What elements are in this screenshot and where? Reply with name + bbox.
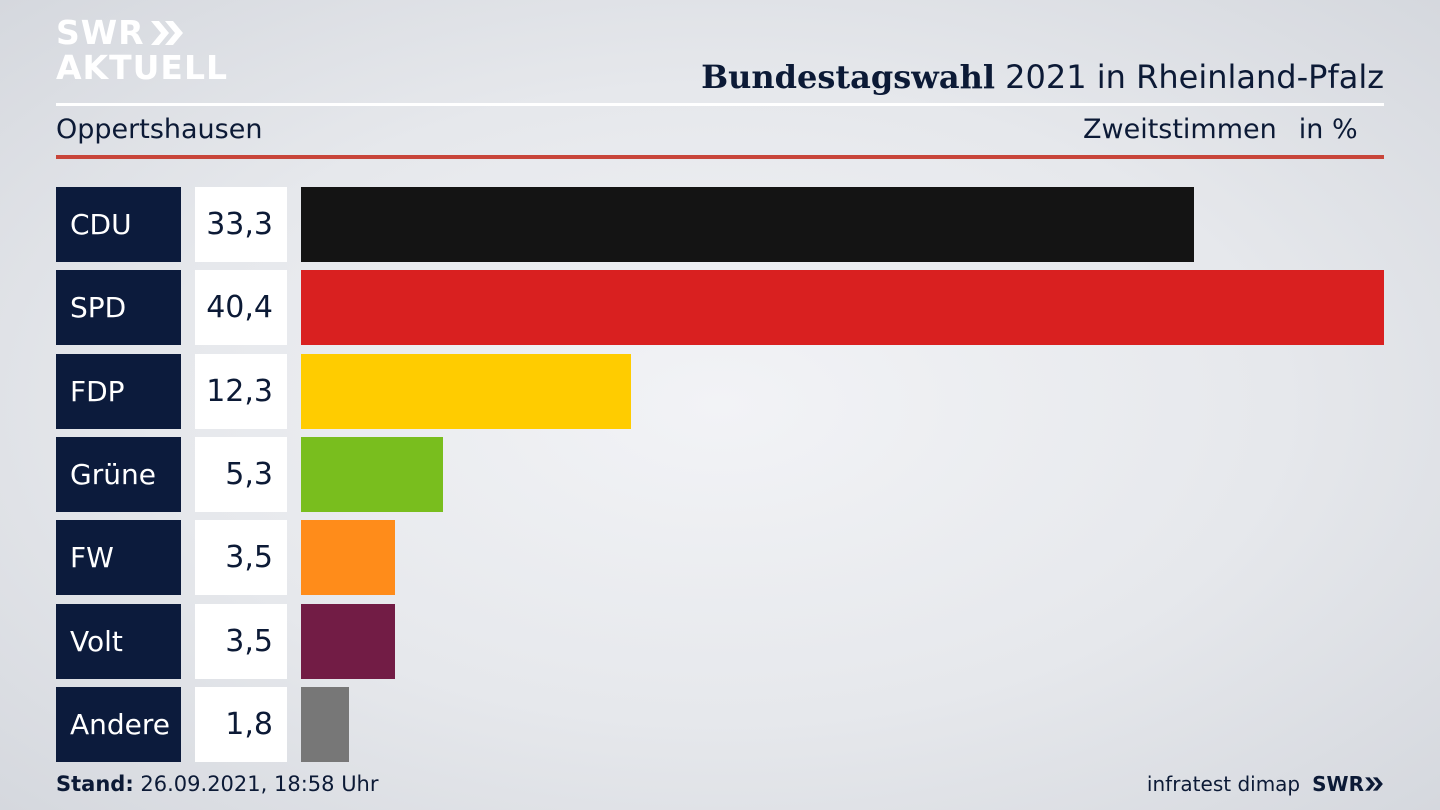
bar-row: Grüne 5,3 [0, 437, 1440, 512]
measure-label: Zweitstimmen in % [1083, 114, 1358, 145]
value-label: 12,3 [195, 354, 287, 429]
party-label: Volt [56, 604, 181, 679]
swr-aktuell-logo: SWR AKTUELL [56, 16, 228, 84]
source-credit: infratest dimap SWR [1147, 772, 1384, 796]
bar [301, 187, 1194, 262]
bar [301, 270, 1384, 345]
value-label: 3,5 [195, 604, 287, 679]
accent-divider [56, 155, 1384, 159]
unit-text: in % [1298, 114, 1358, 145]
stand-label: Stand: [56, 772, 134, 796]
party-label: FW [56, 520, 181, 595]
bar-row: FW 3,5 [0, 520, 1440, 595]
footer-brand: SWR [1312, 772, 1384, 796]
source-text: infratest dimap [1146, 772, 1301, 796]
value-label: 3,5 [195, 520, 287, 595]
bar [301, 354, 631, 429]
value-label: 40,4 [195, 270, 287, 345]
double-chevron-icon [1365, 777, 1383, 791]
location-label: Oppertshausen [56, 114, 263, 145]
party-label: SPD [56, 270, 181, 345]
value-label: 33,3 [195, 187, 287, 262]
measure-text: Zweitstimmen [1083, 114, 1277, 145]
title-bold: Bundestagswahl [701, 58, 995, 96]
timestamp: Stand: 26.09.2021, 18:58 Uhr [56, 772, 379, 796]
footer-brand-text: SWR [1312, 772, 1364, 796]
stand-value: 26.09.2021, 18:58 Uhr [140, 772, 379, 796]
party-label: Grüne [56, 437, 181, 512]
bar [301, 437, 443, 512]
party-label: FDP [56, 354, 181, 429]
value-label: 5,3 [195, 437, 287, 512]
party-label: Andere [56, 687, 181, 762]
bar-row: CDU 33,3 [0, 187, 1440, 262]
bar-row: Volt 3,5 [0, 604, 1440, 679]
bar-row: Andere 1,8 [0, 687, 1440, 762]
logo-aktuell-text: AKTUELL [56, 48, 229, 87]
logo-swr-text: SWR [56, 13, 145, 52]
double-chevron-icon [150, 20, 183, 45]
header-divider [56, 103, 1384, 106]
title-rest: 2021 in Rheinland-Pfalz [1005, 58, 1384, 96]
bar [301, 687, 349, 762]
bar-row: FDP 12,3 [0, 354, 1440, 429]
party-label: CDU [56, 187, 181, 262]
bar-row: SPD 40,4 [0, 270, 1440, 345]
value-label: 1,8 [195, 687, 287, 762]
bar [301, 520, 395, 595]
page-title: Bundestagswahl 2021 in Rheinland-Pfalz [701, 58, 1384, 96]
bar [301, 604, 395, 679]
